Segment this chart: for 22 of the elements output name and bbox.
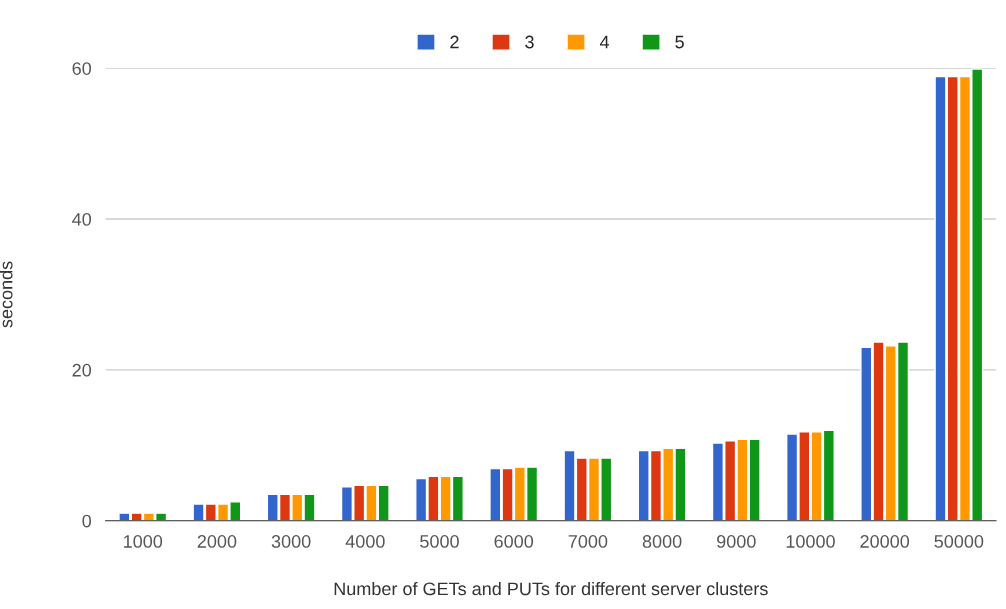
x-tick-label: 2000 [197,535,237,548]
x-tick-label: 7000 [568,535,608,548]
legend-label: 4 [599,35,610,49]
x-axis-title: Number of GETs and PUTs for different server clusters [334,581,768,596]
y-tick-label: 0 [82,514,92,528]
x-tick-label: 3000 [271,535,311,548]
x-tick-label: 10000 [786,535,835,548]
y-tick-label: 40 [72,212,92,226]
y-axis-title: seconds [0,261,13,328]
legend-label: 2 [450,35,459,49]
y-tick-label: 60 [72,62,92,75]
x-tick-label: 4000 [345,535,385,548]
x-tick-label: 50000 [934,535,984,548]
x-tick-label: 9000 [717,535,756,548]
x-tick-label: 8000 [642,535,682,548]
legend-label: 5 [675,35,684,49]
y-tick-label: 20 [72,363,92,377]
x-tick-label: 6000 [494,535,534,548]
x-tick-label: 20000 [860,535,910,548]
x-tick-label: 5000 [420,535,459,548]
legend-label: 3 [525,35,534,49]
x-tick-label: 1000 [124,535,163,548]
